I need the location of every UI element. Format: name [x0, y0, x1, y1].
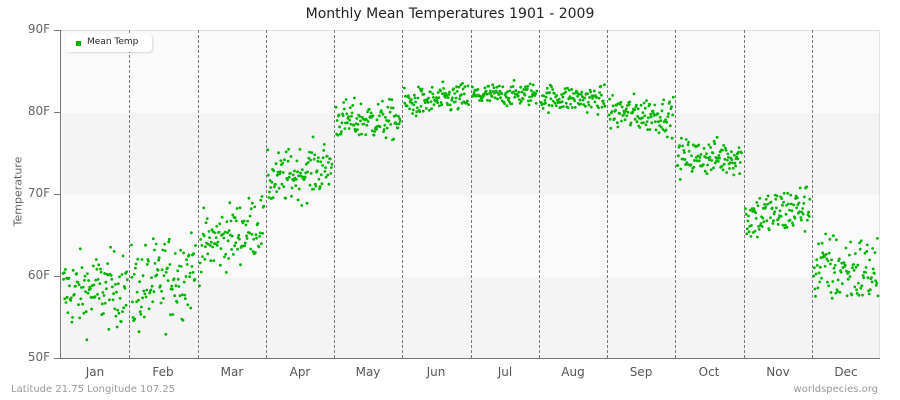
x-label-jan: Jan [85, 365, 105, 379]
x-label-feb: Feb [152, 365, 174, 379]
x-label-oct: Oct [698, 365, 720, 379]
band-50-60 [61, 277, 879, 359]
x-label-apr: Apr [289, 365, 311, 379]
x-label-nov: Nov [766, 365, 790, 379]
y-axis-line [60, 30, 61, 359]
month-divider [471, 30, 472, 358]
y-label-50: 50F [27, 350, 50, 364]
y-tick-60 [54, 276, 60, 277]
month-divider [334, 30, 335, 358]
month-divider [402, 30, 403, 358]
y-tick-70 [54, 194, 60, 195]
plot-area [61, 30, 880, 359]
month-divider [812, 30, 813, 358]
y-tick-90 [54, 30, 60, 31]
y-label-90: 90F [27, 22, 50, 36]
band-60-70 [61, 195, 879, 277]
source-link[interactable]: worldspecies.org [793, 384, 878, 395]
month-divider [129, 30, 130, 358]
y-tick-80 [54, 112, 60, 113]
month-divider [539, 30, 540, 358]
y-label-60: 60F [27, 268, 50, 282]
month-divider [198, 30, 199, 358]
band-80-90 [61, 31, 879, 113]
month-divider [266, 30, 267, 358]
y-label-70: 70F [27, 186, 50, 200]
x-axis-line [60, 358, 880, 359]
legend[interactable]: Mean Temp [66, 34, 152, 52]
chart-title: Monthly Mean Temperatures 1901 - 2009 [305, 6, 595, 22]
location-caption: Latitude 21.75 Longitude 107.25 [11, 384, 176, 395]
x-label-jun: Jun [426, 365, 446, 379]
legend-label: Mean Temp [87, 37, 139, 47]
month-divider [744, 30, 745, 358]
band-70-80 [61, 113, 879, 195]
x-label-may: May [355, 365, 381, 379]
x-label-dec: Dec [834, 365, 858, 379]
x-label-mar: Mar [220, 365, 244, 379]
y-tick-50 [54, 358, 60, 359]
month-divider [675, 30, 676, 358]
month-divider [607, 30, 608, 358]
y-label-80: 80F [27, 104, 50, 118]
legend-swatch-icon [76, 41, 81, 46]
x-label-sep: Sep [629, 365, 653, 379]
x-label-aug: Aug [561, 365, 585, 379]
x-label-jul: Jul [497, 365, 513, 379]
